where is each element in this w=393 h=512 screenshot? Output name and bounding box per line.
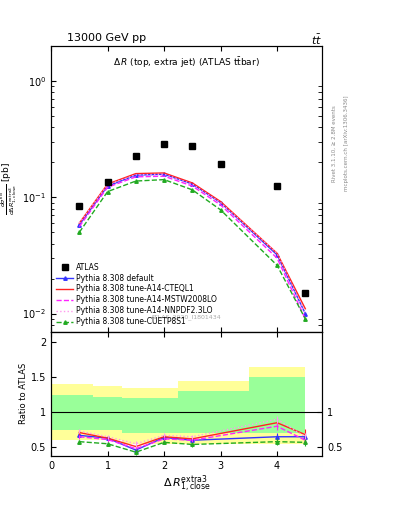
Pythia 8.308 tune-CUETP8S1 [134,178,138,184]
ATLAS [77,202,82,208]
Pythia 8.308 default [162,171,167,177]
Pythia 8.308 tune-A14-NNPDF2.3LO [77,220,82,226]
Text: 13000 GeV pp: 13000 GeV pp [66,33,146,44]
ATLAS [218,161,223,167]
Pythia 8.308 tune-A14-NNPDF2.3LO [303,310,308,316]
Pythia 8.308 default [275,252,279,258]
Text: $\Delta\,R$ (top, extra jet) (ATLAS t$\bar{\rm t}$bar): $\Delta\,R$ (top, extra jet) (ATLAS t$\b… [113,55,260,70]
Pythia 8.308 tune-A14-MSTW2008LO [218,202,223,208]
Pythia 8.308 default [77,222,82,228]
Pythia 8.308 tune-CUETP8S1 [303,316,308,322]
Pythia 8.308 tune-A14-MSTW2008LO [162,173,167,179]
Pythia 8.308 tune-A14-NNPDF2.3LO [162,171,167,177]
Pythia 8.308 tune-CUETP8S1 [190,187,195,193]
Pythia 8.308 tune-A14-NNPDF2.3LO [275,250,279,257]
ATLAS [134,153,138,159]
Pythia 8.308 tune-A14-CTEQL1 [303,306,308,312]
ATLAS [275,183,279,189]
Pythia 8.308 tune-CUETP8S1 [218,207,223,213]
Pythia 8.308 tune-A14-CTEQL1 [275,250,279,257]
Pythia 8.308 tune-A14-CTEQL1 [218,199,223,205]
Pythia 8.308 tune-A14-MSTW2008LO [190,183,195,189]
Pythia 8.308 tune-A14-MSTW2008LO [77,224,82,230]
Text: Rivet 3.1.10, ≥ 2.8M events: Rivet 3.1.10, ≥ 2.8M events [332,105,337,182]
Line: ATLAS: ATLAS [76,141,309,296]
Pythia 8.308 default [303,310,308,316]
Pythia 8.308 tune-CUETP8S1 [77,229,82,236]
Legend: ATLAS, Pythia 8.308 default, Pythia 8.308 tune-A14-CTEQL1, Pythia 8.308 tune-A14: ATLAS, Pythia 8.308 default, Pythia 8.30… [55,261,219,328]
Pythia 8.308 tune-A14-MSTW2008LO [303,316,308,322]
Text: mcplots.cern.ch [arXiv:1306.3436]: mcplots.cern.ch [arXiv:1306.3436] [344,96,349,191]
Line: Pythia 8.308 tune-A14-MSTW2008LO: Pythia 8.308 tune-A14-MSTW2008LO [79,176,305,319]
X-axis label: $\Delta\,R^{{\rm extra}3}_{1,{\rm close}}$: $\Delta\,R^{{\rm extra}3}_{1,{\rm close}… [163,473,211,494]
Pythia 8.308 tune-CUETP8S1 [162,177,167,183]
Pythia 8.308 tune-A14-MSTW2008LO [134,174,138,180]
Pythia 8.308 default [190,181,195,187]
ATLAS [190,143,195,150]
Pythia 8.308 tune-A14-CTEQL1 [77,220,82,226]
Line: Pythia 8.308 tune-CUETP8S1: Pythia 8.308 tune-CUETP8S1 [77,178,307,321]
Pythia 8.308 default [218,200,223,206]
Pythia 8.308 default [105,183,110,189]
Pythia 8.308 tune-A14-MSTW2008LO [105,184,110,190]
Line: Pythia 8.308 tune-A14-NNPDF2.3LO: Pythia 8.308 tune-A14-NNPDF2.3LO [79,174,305,313]
Text: ATLAS_2020_I1801434: ATLAS_2020_I1801434 [151,314,222,320]
Pythia 8.308 tune-CUETP8S1 [275,262,279,268]
Pythia 8.308 tune-A14-NNPDF2.3LO [190,181,195,187]
Pythia 8.308 tune-A14-CTEQL1 [190,180,195,186]
Pythia 8.308 tune-A14-MSTW2008LO [275,255,279,261]
Pythia 8.308 default [134,172,138,178]
Pythia 8.308 tune-A14-CTEQL1 [162,170,167,176]
Y-axis label: Ratio to ATLAS: Ratio to ATLAS [19,363,28,424]
Pythia 8.308 tune-A14-NNPDF2.3LO [134,172,138,178]
ATLAS [162,141,167,147]
Pythia 8.308 tune-A14-NNPDF2.3LO [218,200,223,206]
Pythia 8.308 tune-A14-CTEQL1 [105,181,110,187]
ATLAS [105,179,110,185]
Pythia 8.308 tune-CUETP8S1 [105,188,110,195]
Text: $t\bar{t}$: $t\bar{t}$ [311,33,322,48]
Line: Pythia 8.308 tune-A14-CTEQL1: Pythia 8.308 tune-A14-CTEQL1 [79,173,305,309]
Line: Pythia 8.308 default: Pythia 8.308 default [77,173,307,315]
Y-axis label: $\frac{d\sigma^{\rm fid}}{d\Delta R_{1,{\rm close}}^{{\rm extra}3}}$ [pb]: $\frac{d\sigma^{\rm fid}}{d\Delta R_{1,{… [0,162,18,215]
ATLAS [303,290,308,296]
Pythia 8.308 tune-A14-NNPDF2.3LO [105,182,110,188]
Pythia 8.308 tune-A14-CTEQL1 [134,170,138,177]
